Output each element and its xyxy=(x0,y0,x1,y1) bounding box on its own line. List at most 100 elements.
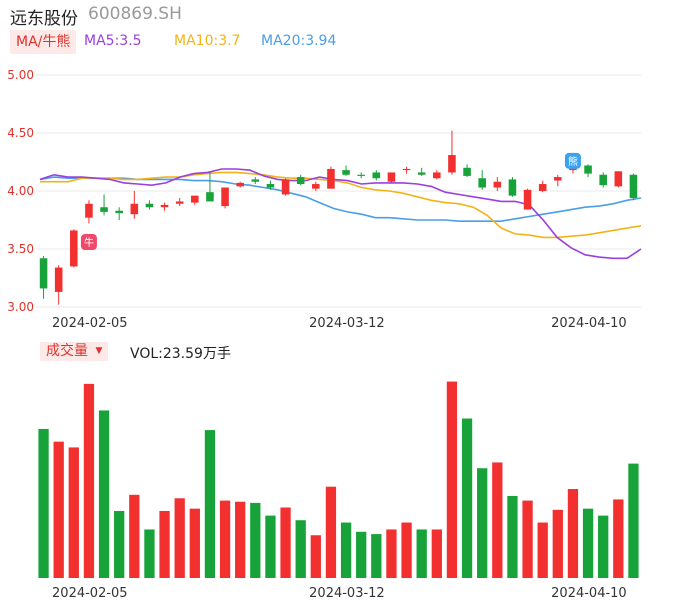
volume-bar xyxy=(219,500,231,578)
volume-x-tick-label: 2024-03-12 xyxy=(309,586,385,601)
volume-bar xyxy=(68,447,79,578)
volume-bar xyxy=(114,510,125,578)
volume-bar xyxy=(38,428,49,578)
candle-body xyxy=(206,192,214,202)
volume-toggle-label: 成交量 xyxy=(46,343,88,359)
volume-bar xyxy=(204,430,216,578)
ma5-line xyxy=(39,168,642,260)
volume-bar xyxy=(129,494,140,578)
x-tick-label: 2024-03-12 xyxy=(309,316,385,331)
candle-body xyxy=(508,179,517,196)
volume-value-label: VOL:23.59万手 xyxy=(130,346,231,362)
x-tick-label: 2024-04-10 xyxy=(551,316,627,331)
bear-badge: 熊 xyxy=(564,152,581,169)
candle-body xyxy=(614,171,623,187)
candle-body xyxy=(281,179,290,195)
volume-bar xyxy=(325,486,337,578)
y-tick-label: 3.50 xyxy=(7,242,34,256)
volume-bar xyxy=(446,381,458,578)
candle-body xyxy=(191,195,199,203)
volume-bar xyxy=(628,463,639,578)
candle-body xyxy=(251,179,260,182)
candle-body xyxy=(54,267,63,292)
volume-bar xyxy=(507,495,518,578)
ma5-label: MA5:3.5 xyxy=(84,33,142,49)
volume-bar xyxy=(340,522,352,578)
volume-bar xyxy=(144,529,155,578)
candle-body xyxy=(70,230,78,267)
y-tick-label: 5.00 xyxy=(7,68,34,82)
candle-body xyxy=(493,181,502,188)
candle-body xyxy=(538,184,547,191)
volume-chart[interactable]: 2024-02-05 2024-03-12 2024-04-10 xyxy=(0,340,686,606)
candle-body xyxy=(417,172,426,175)
candle-body xyxy=(160,204,169,208)
volume-bar xyxy=(174,498,185,578)
candle-body xyxy=(372,172,381,179)
volume-bar xyxy=(53,441,64,578)
candle-body xyxy=(327,168,335,189)
candle-body xyxy=(236,182,244,187)
volume-bar xyxy=(98,410,110,578)
candle-body xyxy=(296,177,305,185)
caret-down-icon: ▼ xyxy=(95,346,103,356)
ma-indicator-toggle[interactable]: MA/牛熊 xyxy=(10,30,77,54)
volume-bar xyxy=(386,529,397,578)
candle-body xyxy=(387,172,396,182)
candle-body xyxy=(463,167,471,176)
volume-bar xyxy=(582,508,594,578)
candle-body xyxy=(402,168,411,171)
y-tick-label: 4.50 xyxy=(7,126,34,140)
volume-bar xyxy=(250,502,261,578)
volume-bar xyxy=(401,522,412,578)
volume-bar xyxy=(159,510,170,578)
bull-badge-bg xyxy=(80,234,97,251)
kline-chart[interactable]: 5.00 4.50 4.00 3.50 3.00 2024-02-05 2024-03-12… xyxy=(0,0,686,340)
candle-body xyxy=(448,155,456,173)
y-tick-label: 3.00 xyxy=(7,300,34,314)
volume-bar xyxy=(598,515,609,578)
candle-body xyxy=(266,184,275,188)
stock-name: 远东股份 xyxy=(10,9,78,29)
volume-bar xyxy=(280,507,291,578)
candle-body xyxy=(342,170,350,175)
candle-body xyxy=(39,258,48,289)
bull-badge-label: 牛 xyxy=(84,236,94,249)
volume-bar xyxy=(235,501,246,578)
volume-bar xyxy=(567,489,579,578)
volume-bar xyxy=(477,468,488,578)
candle-body xyxy=(312,184,320,189)
bull-badge: 牛 xyxy=(80,234,97,251)
ma10-label: MA10:3.7 xyxy=(174,33,241,49)
volume-bar xyxy=(461,418,473,578)
candle-body xyxy=(554,177,562,181)
candle-body xyxy=(175,201,184,204)
volume-bar xyxy=(537,522,548,578)
volume-x-tick-label: 2024-02-05 xyxy=(52,586,128,601)
candle-body xyxy=(523,189,532,210)
volume-bar xyxy=(356,531,367,578)
bear-badge-label: 熊 xyxy=(568,155,578,168)
candle-body xyxy=(433,172,441,179)
x-tick-label: 2024-02-05 xyxy=(52,316,128,331)
candle-body xyxy=(478,178,486,188)
volume-bar xyxy=(265,515,276,578)
candle-body xyxy=(221,187,229,207)
bear-badge-bg xyxy=(564,152,581,169)
candle-body xyxy=(85,203,93,218)
candle-body xyxy=(599,174,607,186)
candle-body xyxy=(584,165,592,174)
volume-bar xyxy=(552,509,563,578)
ma10-line xyxy=(40,171,642,239)
volume-bar xyxy=(492,462,503,578)
candle-body xyxy=(357,174,365,176)
candle-body xyxy=(145,203,154,208)
candle-body xyxy=(100,207,108,212)
candle-body xyxy=(629,174,638,198)
volume-bar xyxy=(295,520,306,578)
volume-x-tick-label: 2024-04-10 xyxy=(551,586,627,601)
volume-indicator-toggle[interactable]: 成交量 ▼ xyxy=(40,342,109,361)
volume-bar xyxy=(371,534,382,578)
y-tick-label: 4.00 xyxy=(7,184,34,198)
volume-bar xyxy=(83,383,95,578)
